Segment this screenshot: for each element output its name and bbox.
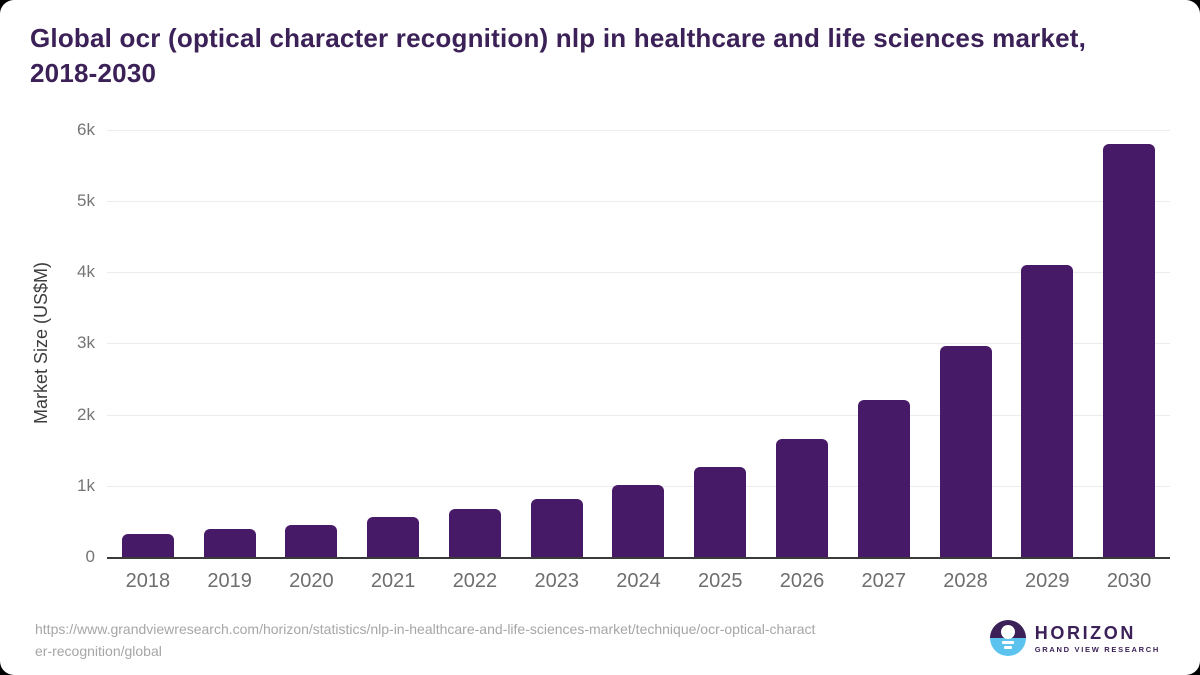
bars-container	[107, 130, 1170, 557]
y-tick-3k: 3k	[77, 333, 95, 352]
sun-reflection-line	[1003, 646, 1012, 649]
logo-subtitle: GRAND VIEW RESEARCH	[1034, 644, 1160, 654]
bar-cell-2027	[843, 130, 925, 557]
bar-cell-2021	[352, 130, 434, 557]
chart-title: Global ocr (optical character recognitio…	[30, 21, 1160, 91]
bar-2023[interactable]	[530, 499, 583, 557]
y-tick-2k: 2k	[77, 405, 95, 424]
bar-2030[interactable]	[1103, 144, 1156, 557]
x-tick-2023: 2023	[534, 570, 579, 592]
gridline-2k	[107, 415, 1170, 416]
x-tick-2018: 2018	[125, 570, 171, 592]
horizon-sunset-icon	[989, 620, 1026, 656]
bar-cell-2023	[516, 130, 598, 557]
x-tick-2026: 2026	[779, 570, 825, 592]
bar-2025[interactable]	[694, 466, 747, 557]
x-tick-2022: 2022	[452, 570, 498, 592]
bar-2029[interactable]	[1021, 265, 1074, 557]
y-tick-4k: 4k	[77, 262, 95, 281]
y-axis-ticks: 0 1k 2k 3k 4k 5k 6k	[0, 120, 95, 566]
chart-title-line1: Global ocr (optical character recognitio…	[30, 23, 1087, 53]
bar-2020[interactable]	[285, 524, 338, 557]
gridline-3k	[107, 343, 1170, 344]
bar-2021[interactable]	[367, 517, 420, 557]
bar-cell-2028	[925, 130, 1007, 557]
x-tick-2025: 2025	[697, 570, 743, 592]
x-tick-2020: 2020	[289, 570, 334, 592]
bar-2019[interactable]	[203, 529, 256, 557]
horizon-logo: HORIZON GRAND VIEW RESEARCH	[989, 620, 1160, 656]
y-tick-5k: 5k	[77, 191, 95, 210]
y-tick-1k: 1k	[77, 476, 95, 495]
sun-reflection-line	[1001, 641, 1014, 644]
y-tick-0: 0	[85, 547, 95, 566]
sun-shape	[1000, 625, 1015, 639]
x-tick-2024: 2024	[616, 570, 661, 592]
bar-cell-2030	[1088, 130, 1170, 557]
x-tick-2029: 2029	[1025, 570, 1070, 592]
bar-cell-2018	[107, 130, 189, 557]
source-url: https://www.grandviewresearch.com/horizo…	[35, 619, 935, 662]
bar-2022[interactable]	[448, 509, 501, 557]
logo-name: HORIZON	[1034, 622, 1136, 643]
bar-cell-2022	[434, 130, 516, 557]
source-url-line2: er-recognition/global	[35, 642, 162, 659]
x-tick-2019: 2019	[207, 570, 252, 592]
bar-cell-2019	[189, 130, 271, 557]
bar-cell-2025	[679, 130, 761, 557]
bar-2024[interactable]	[612, 484, 665, 557]
bar-cell-2026	[761, 130, 843, 557]
bar-2027[interactable]	[857, 400, 910, 557]
chart-title-line2: 2018-2030	[30, 58, 157, 88]
gridline-6k	[107, 130, 1170, 131]
y-tick-6k: 6k	[77, 120, 95, 139]
bar-cell-2029	[1006, 130, 1088, 557]
bar-cell-2020	[271, 130, 353, 557]
plot-area	[107, 130, 1170, 559]
x-axis-ticks: 2018 2019 2020 2021 2022 2023 2024 2025 2026 2027…	[107, 568, 1170, 594]
gridline-4k	[107, 272, 1170, 273]
bar-2026[interactable]	[776, 438, 828, 557]
x-tick-2030: 2030	[1106, 570, 1152, 592]
bar-cell-2024	[598, 130, 680, 557]
bar-2028[interactable]	[939, 345, 992, 557]
x-tick-2027: 2027	[861, 570, 907, 592]
gridline-5k	[107, 201, 1170, 202]
x-tick-2021: 2021	[370, 570, 416, 592]
bar-2018[interactable]	[121, 533, 174, 557]
source-url-line1: https://www.grandviewresearch.com/horizo…	[35, 621, 816, 637]
logo-text: HORIZON GRAND VIEW RESEARCH	[1035, 623, 1160, 654]
x-tick-2028: 2028	[943, 570, 988, 592]
